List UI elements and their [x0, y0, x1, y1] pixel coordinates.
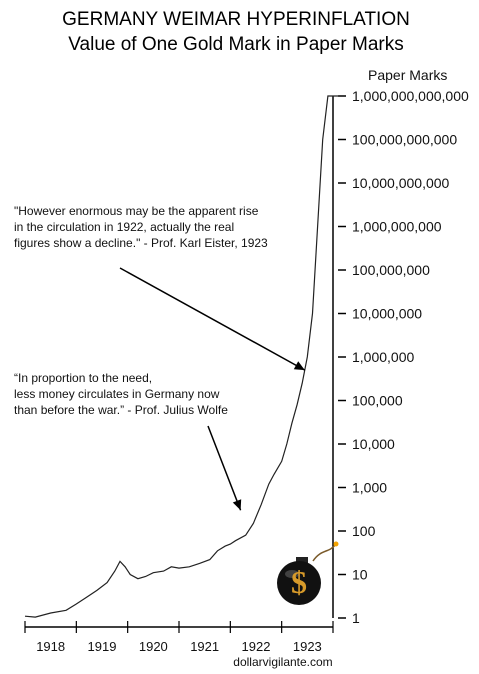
y-tick-label: 1: [352, 610, 360, 626]
y-tick-label: 100,000,000,000: [352, 132, 457, 148]
annotation-line: less money circulates in Germany now: [14, 387, 220, 401]
annotation-arrow: [119, 267, 306, 371]
chart-subtitle: Value of One Gold Mark in Paper Marks: [68, 34, 403, 55]
y-tick-label: 100,000: [352, 393, 403, 409]
x-tick-label: 1918: [36, 639, 65, 654]
x-tick-label: 1922: [242, 639, 271, 654]
annotation-line: figures show a decline." - Prof. Karl Ei…: [14, 236, 268, 250]
y-tick-label: 1,000,000,000: [352, 219, 442, 235]
annotation-line: “In proportion to the need,: [14, 371, 152, 385]
y-tick-label: 10,000,000,000: [352, 175, 450, 191]
y-tick-label: 10: [352, 567, 368, 583]
y-tick-label: 10,000: [352, 436, 395, 452]
chart-title: GERMANY WEIMAR HYPERINFLATION: [62, 9, 410, 30]
y-tick-label: 1,000: [352, 480, 387, 496]
annotation-arrow: [207, 425, 242, 511]
y-tick-label: 100,000,000: [352, 262, 430, 278]
y-tick-label: 1,000,000: [352, 349, 414, 365]
y-axis-label: Paper Marks: [368, 67, 447, 83]
annotation-line: than before the war.” - Prof. Julius Wol…: [14, 403, 228, 417]
y-tick-label: 10,000,000: [352, 306, 422, 322]
y-tick-label: 100: [352, 523, 376, 539]
series-line: [24, 95, 339, 618]
svg-text:$: $: [291, 564, 307, 600]
arrow-head: [293, 361, 305, 371]
x-tick-label: 1919: [88, 639, 117, 654]
x-tick-label: 1923: [293, 639, 322, 654]
annotation-line: in the circulation in 1922, actually the…: [14, 220, 234, 234]
dollar-bomb-icon: $: [277, 541, 339, 605]
annotation-line: "However enormous may be the apparent ri…: [14, 204, 259, 218]
x-tick-label: 1921: [190, 639, 219, 654]
y-tick-label: 1,000,000,000,000: [352, 88, 469, 104]
x-tick-label: 1920: [139, 639, 168, 654]
arrow-head: [232, 499, 242, 511]
credit-text: dollarvigilante.com: [233, 655, 332, 669]
